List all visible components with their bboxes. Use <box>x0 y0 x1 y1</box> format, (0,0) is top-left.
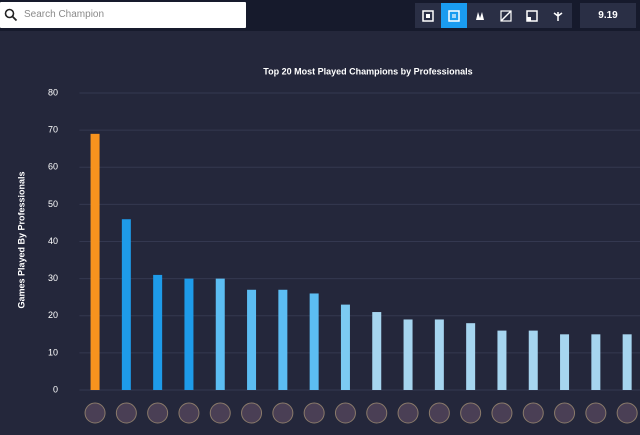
champion-icon <box>84 402 106 424</box>
bar <box>560 334 570 390</box>
search-icon <box>4 8 18 22</box>
champion-icon <box>115 402 137 424</box>
y-tick-label: 30 <box>48 273 58 283</box>
bar <box>153 274 163 390</box>
bar <box>497 330 507 390</box>
champion-icon <box>397 402 419 424</box>
champion-icon <box>303 402 325 424</box>
role-button[interactable] <box>415 3 441 28</box>
role-button[interactable] <box>493 3 519 28</box>
y-tick-label: 0 <box>53 384 58 394</box>
bar <box>528 330 538 390</box>
bar <box>247 289 257 390</box>
bar <box>622 334 632 390</box>
role-button[interactable] <box>545 3 571 28</box>
bar <box>403 319 413 390</box>
champion-icon <box>178 402 200 424</box>
patch-label: 9.19 <box>598 10 618 21</box>
champion-icon <box>334 402 356 424</box>
y-tick-label: 20 <box>48 310 58 320</box>
bar <box>215 278 225 390</box>
champion-icon <box>585 402 607 424</box>
champion-icon <box>616 402 638 424</box>
champion-icon <box>366 402 388 424</box>
y-tick-label: 10 <box>48 347 58 357</box>
bar <box>90 133 100 390</box>
champion-icon <box>522 402 544 424</box>
bar <box>278 289 288 390</box>
bar <box>184 278 194 390</box>
search-box[interactable]: Search Champion <box>0 2 246 28</box>
bar <box>591 334 601 390</box>
champion-icon <box>460 402 482 424</box>
bar <box>121 219 131 390</box>
bar <box>466 323 476 390</box>
role-button[interactable] <box>441 3 467 28</box>
champion-icon <box>272 402 294 424</box>
y-tick-label: 40 <box>48 236 58 246</box>
y-axis-label: Games Played By Professionals <box>16 171 26 308</box>
champion-icon <box>241 402 263 424</box>
bar <box>372 312 382 390</box>
patch-selector[interactable]: 9.19 <box>580 3 636 28</box>
role-button[interactable] <box>467 3 493 28</box>
chart: Top 20 Most Played Champions by Professi… <box>16 66 640 424</box>
role-filter <box>415 3 572 28</box>
bar <box>434 319 444 390</box>
y-tick-label: 60 <box>48 162 58 172</box>
y-tick-label: 70 <box>48 125 58 135</box>
champion-icon <box>147 402 169 424</box>
role-button[interactable] <box>519 3 545 28</box>
y-tick-label: 50 <box>48 199 58 209</box>
bar <box>340 304 350 390</box>
search-placeholder: Search Champion <box>24 9 105 20</box>
champion-icon <box>491 402 513 424</box>
champion-icon <box>428 402 450 424</box>
champion-icon <box>554 402 576 424</box>
top-bar: Search Champion 9.19 <box>0 0 640 31</box>
chart-title: Top 20 Most Played Champions by Professi… <box>263 66 472 76</box>
y-tick-label: 80 <box>48 87 58 97</box>
bar <box>309 293 319 390</box>
champion-icon <box>209 402 231 424</box>
